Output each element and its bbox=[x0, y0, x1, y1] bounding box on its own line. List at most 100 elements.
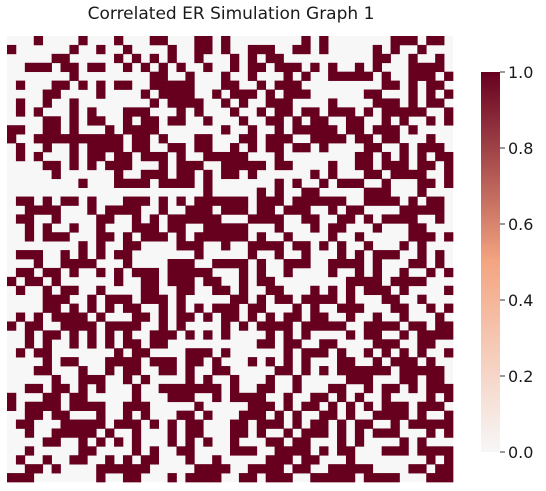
heatmap-cell bbox=[301, 321, 311, 331]
heatmap-cell bbox=[149, 151, 159, 162]
heatmap-cell bbox=[122, 357, 133, 367]
heatmap-cell bbox=[426, 330, 436, 340]
heatmap-cell bbox=[230, 107, 240, 117]
heatmap-cell bbox=[292, 259, 302, 269]
heatmap-cell bbox=[283, 134, 293, 144]
heatmap-cell bbox=[185, 214, 195, 224]
heatmap-cell bbox=[24, 62, 35, 73]
heatmap-cell bbox=[140, 464, 151, 474]
heatmap-cell bbox=[149, 455, 159, 465]
heatmap-cell bbox=[69, 392, 79, 403]
heatmap-cell bbox=[114, 143, 124, 153]
heatmap-cell bbox=[345, 455, 356, 465]
heatmap-cell bbox=[24, 250, 35, 260]
heatmap-cell bbox=[328, 473, 338, 483]
heatmap-cell bbox=[185, 348, 195, 358]
heatmap-cell bbox=[417, 437, 427, 447]
heatmap-cell bbox=[203, 374, 213, 385]
heatmap-cell bbox=[69, 285, 79, 296]
heatmap-cell bbox=[78, 446, 88, 456]
heatmap-cell bbox=[256, 80, 267, 90]
heatmap-cell bbox=[399, 276, 409, 287]
heatmap-cell bbox=[319, 419, 329, 429]
heatmap-cell bbox=[238, 259, 249, 269]
heatmap-cell bbox=[122, 205, 133, 215]
heatmap-cell bbox=[238, 392, 249, 403]
heatmap-cell bbox=[301, 143, 311, 153]
heatmap-cell bbox=[408, 357, 418, 367]
heatmap-cell bbox=[185, 366, 195, 376]
heatmap-cell bbox=[310, 196, 320, 206]
heatmap-cell bbox=[247, 473, 258, 483]
heatmap-cell bbox=[265, 44, 275, 55]
heatmap-cell bbox=[274, 321, 284, 331]
heatmap-cell bbox=[122, 62, 133, 73]
heatmap-cell bbox=[194, 267, 204, 278]
heatmap-cell bbox=[274, 62, 284, 73]
heatmap-cell bbox=[381, 196, 391, 206]
heatmap-cell bbox=[194, 348, 204, 358]
heatmap-cell bbox=[131, 437, 142, 447]
heatmap-cell bbox=[345, 178, 356, 188]
heatmap-cell bbox=[122, 419, 133, 429]
heatmap-cell bbox=[69, 321, 79, 331]
heatmap-cell bbox=[444, 392, 454, 403]
heatmap-cell bbox=[51, 125, 61, 135]
heatmap-cell bbox=[390, 419, 400, 429]
heatmap-cell bbox=[381, 348, 391, 358]
heatmap-cell bbox=[328, 285, 338, 296]
heatmap-cell bbox=[230, 143, 240, 153]
heatmap-cell bbox=[319, 125, 329, 135]
heatmap-cell bbox=[435, 366, 445, 376]
heatmap-cell bbox=[176, 312, 186, 322]
heatmap-cell bbox=[203, 267, 213, 278]
heatmap-cell bbox=[444, 321, 454, 331]
heatmap-cell bbox=[274, 151, 284, 162]
heatmap-cell bbox=[363, 285, 374, 296]
heatmap-cell bbox=[417, 259, 427, 269]
heatmap-cell bbox=[435, 36, 445, 46]
heatmap-cell bbox=[78, 374, 88, 385]
heatmap-cell bbox=[301, 36, 311, 46]
heatmap-cell bbox=[33, 366, 44, 376]
heatmap-cell bbox=[337, 321, 347, 331]
heatmap-cell bbox=[51, 89, 61, 99]
heatmap-cell bbox=[399, 267, 409, 278]
heatmap-cell bbox=[167, 383, 177, 394]
heatmap-cell bbox=[87, 151, 97, 162]
heatmap-cell bbox=[444, 348, 454, 358]
heatmap-cell bbox=[283, 62, 293, 73]
heatmap-cell bbox=[354, 71, 365, 81]
colorbar-tick-label: 0.8 bbox=[508, 139, 533, 158]
heatmap-cell bbox=[203, 464, 213, 474]
heatmap-cell bbox=[238, 196, 249, 206]
heatmap-cell bbox=[33, 348, 44, 358]
heatmap-cell bbox=[238, 116, 249, 126]
heatmap-cell bbox=[283, 232, 293, 242]
heatmap-cell bbox=[345, 285, 356, 296]
heatmap-cell bbox=[426, 134, 436, 144]
heatmap-cell bbox=[176, 143, 186, 153]
heatmap-cell bbox=[140, 151, 151, 162]
heatmap-cell bbox=[140, 116, 151, 126]
heatmap-cell bbox=[292, 464, 302, 474]
heatmap-cell bbox=[238, 276, 249, 287]
heatmap-cell bbox=[24, 383, 35, 394]
heatmap-cell bbox=[122, 107, 133, 117]
heatmap-cell bbox=[283, 339, 293, 349]
heatmap-cell bbox=[167, 53, 177, 64]
heatmap-cell bbox=[131, 348, 142, 358]
heatmap-cell bbox=[15, 98, 26, 108]
heatmap-cell bbox=[390, 428, 400, 438]
heatmap-cell bbox=[408, 374, 418, 385]
colorbar-tick-label: 0.6 bbox=[508, 215, 533, 234]
heatmap-cell bbox=[337, 71, 347, 81]
heatmap-cell bbox=[310, 62, 320, 73]
heatmap-cell bbox=[435, 374, 445, 385]
heatmap-cell bbox=[185, 312, 195, 322]
heatmap-cell bbox=[105, 366, 115, 376]
heatmap-cell bbox=[24, 223, 35, 233]
heatmap-cell bbox=[140, 196, 151, 206]
heatmap-cell bbox=[319, 134, 329, 144]
